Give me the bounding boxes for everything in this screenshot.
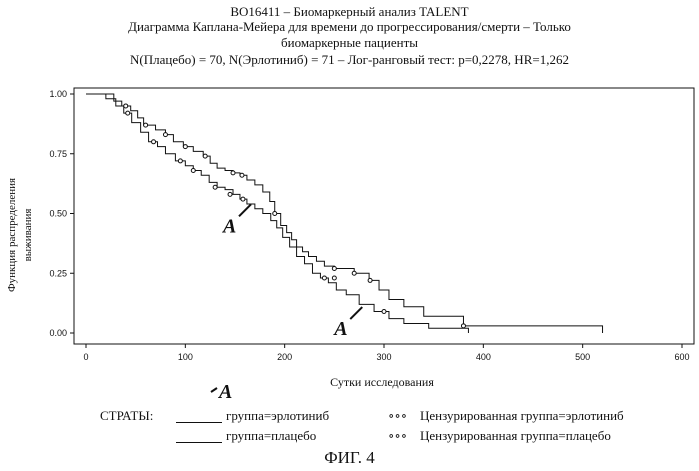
legend-line-erlotinib-swatch	[176, 422, 222, 423]
chart-title-line-1: BO16411 – Биомаркерный анализ TALENT	[230, 4, 469, 19]
legend-line-placebo-swatch	[176, 442, 222, 443]
annotation-A-1: A	[221, 215, 236, 237]
censor-placebo-6	[240, 196, 246, 202]
censor-erlotinib-0	[123, 103, 129, 109]
annotation-A-2: A	[332, 318, 347, 340]
censor-placebo-2	[177, 158, 183, 164]
y-tick-label-1.00: 1.00	[49, 89, 67, 99]
annotation-pointer-1	[238, 203, 252, 217]
x-axis-label: Сутки исследования	[330, 375, 434, 389]
curve-erlotinib	[86, 93, 604, 333]
legend-erlotinib: группа=эрлотиниб	[226, 408, 330, 423]
censor-erlotinib-10	[367, 277, 373, 283]
x-tick-label-0: 0	[83, 352, 88, 362]
y-tick-label-0.25: 0.25	[49, 268, 67, 278]
censor-erlotinib-6	[239, 172, 245, 178]
legend-censored-erlotinib: Цензурированная группа=эрлотиниб	[420, 408, 624, 423]
censor-erlotinib-2	[162, 132, 168, 138]
annotation-below-axis-mark	[210, 387, 218, 393]
censor-erlotinib-1	[143, 122, 149, 128]
censor-erlotinib-7	[272, 211, 278, 216]
censor-erlotinib-8	[331, 265, 337, 271]
censor-erlotinib-9	[351, 270, 357, 276]
censor-erlotinib-5	[230, 170, 236, 176]
censor-placebo-1	[151, 139, 157, 145]
annotation-pointer-2	[349, 306, 363, 320]
censor-placebo-9	[381, 308, 387, 314]
censor-placebo-8	[331, 275, 337, 281]
censor-erlotinib-3	[182, 144, 188, 150]
km-chart: 0 100 200 300 400 500 6000.000.250.500.751.00 …	[6, 87, 695, 400]
legend-strata-label: СТРАТЫ:	[100, 408, 154, 423]
chart-title-line-3: биомаркерные пациенты	[281, 35, 418, 50]
y-axis-label-line-1: Функция распределения	[6, 178, 18, 292]
x-tick-label-300: 300	[376, 352, 391, 362]
x-tick-label-200: 200	[277, 352, 292, 362]
censor-erlotinib-11	[460, 323, 466, 329]
censor-placebo-4	[212, 184, 218, 190]
censor-placebo-0	[125, 110, 131, 116]
chart-title-line-4: N(Плацебо) = 70, N(Эрлотиниб) = 71 – Лог…	[130, 52, 569, 67]
axis-ticks: 0 100 200 300 400 500 600 0.00 0.25 0.50 0.75 1.00	[49, 89, 689, 362]
chart-title-line-2: Диаграмма Каплана-Мейера для времени до …	[128, 19, 571, 34]
y-axis-label-line-2: выживания	[22, 209, 34, 262]
x-tick-label-500: 500	[575, 352, 590, 362]
handwritten-annotations: A A A	[210, 203, 363, 400]
y-tick-label-0.50: 0.50	[49, 209, 67, 219]
x-tick-label-100: 100	[178, 352, 193, 362]
y-tick-label-0.00: 0.00	[49, 328, 67, 338]
legend-censor-symbol-placebo: ∘∘∘	[388, 428, 408, 443]
legend-censor-symbol-erlotinib: ∘∘∘	[388, 408, 408, 423]
legend-censored-placebo: Цензурированная группа=плацебо	[420, 428, 611, 443]
x-tick-label-400: 400	[476, 352, 491, 362]
censor-placebo-7	[321, 275, 327, 281]
censor-placebo-5	[227, 191, 233, 197]
y-tick-label-0.75: 0.75	[49, 149, 67, 159]
survival-curves	[86, 93, 604, 333]
figure-caption: ФИГ. 4	[324, 448, 375, 467]
legend-placebo: группа=плацебо	[226, 428, 317, 443]
censor-erlotinib-4	[202, 153, 208, 159]
plot-frame	[73, 87, 695, 345]
x-tick-label-600: 600	[674, 352, 689, 362]
censor-placebo-3	[190, 167, 196, 173]
annotation-A-below-axis: A	[217, 381, 232, 400]
censor-marks	[123, 103, 466, 329]
